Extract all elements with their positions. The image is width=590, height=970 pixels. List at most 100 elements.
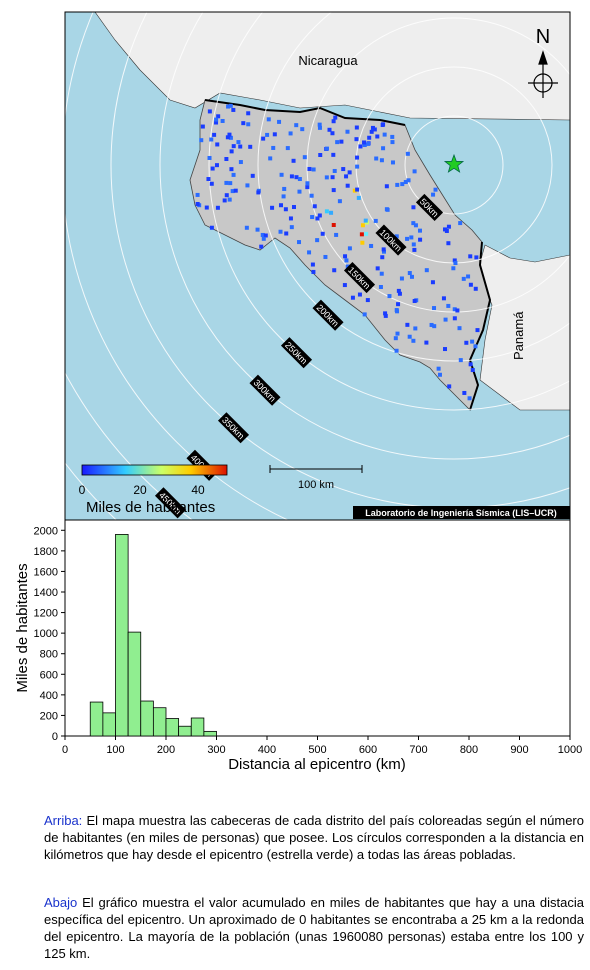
population-dot (359, 232, 364, 237)
population-dot (474, 255, 479, 260)
population-dot (362, 140, 367, 145)
population-dot (381, 249, 386, 254)
population-dot (260, 232, 265, 237)
histogram-bar (127, 631, 142, 737)
x-tick-label: 0 (62, 744, 68, 756)
population-dot (394, 348, 399, 353)
population-dot (309, 193, 314, 198)
population-dot (220, 118, 225, 123)
population-dot (263, 233, 268, 238)
population-dot (288, 131, 293, 136)
distance-ring (159, 12, 570, 460)
population-dot (238, 160, 243, 165)
population-dot (468, 362, 473, 367)
population-dot (464, 340, 469, 345)
population-dot (374, 156, 379, 161)
population-dot (411, 221, 416, 226)
population-dot (412, 169, 417, 174)
population-dot (320, 231, 325, 236)
population-dot (369, 129, 374, 134)
population-dot (411, 205, 416, 210)
population-dot (394, 234, 399, 239)
population-dot (470, 368, 475, 373)
population-dot (354, 125, 359, 130)
population-dot (400, 182, 405, 187)
y-tick-label: 1600 (34, 566, 58, 578)
population-dot (355, 164, 360, 169)
population-dot (285, 146, 290, 151)
population-dot (315, 238, 320, 243)
y-tick-label: 600 (40, 669, 58, 681)
population-dot (331, 152, 336, 157)
epicenter-map: 50km100km150km200km250km300km350km400km4… (64, 11, 571, 520)
population-dot (411, 338, 416, 343)
population-dot (214, 120, 219, 125)
population-dot (373, 218, 378, 223)
population-dot (204, 205, 209, 210)
population-dot (355, 187, 360, 192)
population-dot (331, 119, 336, 124)
population-dot (451, 266, 456, 271)
population-dot (345, 129, 350, 134)
population-dot (441, 296, 446, 301)
population-dot (457, 326, 462, 331)
population-dot (409, 274, 414, 279)
population-dot (446, 303, 451, 308)
population-dot (302, 155, 307, 160)
population-dot (265, 132, 270, 137)
population-dot (443, 347, 448, 352)
x-tick-label: 200 (157, 744, 175, 756)
x-tick-label: 1000 (558, 744, 582, 756)
population-dot (383, 313, 388, 318)
population-dot (209, 137, 214, 142)
x-tick-label: 400 (258, 744, 276, 756)
population-dot (418, 237, 423, 242)
histogram-bar (203, 730, 217, 737)
population-dot (230, 189, 235, 194)
population-dot (233, 188, 238, 193)
population-dot (294, 175, 299, 180)
population-dot (291, 158, 296, 163)
population-dot (271, 145, 276, 150)
population-dot (475, 328, 480, 333)
population-dot (437, 372, 442, 377)
population-dot (367, 135, 372, 140)
population-dot (453, 261, 458, 266)
population-dot (424, 340, 429, 345)
population-dot (317, 125, 322, 130)
population-dot (461, 276, 466, 281)
population-dot (283, 207, 288, 212)
panama-land (477, 244, 570, 411)
caption-top: Arriba: El mapa muestra las cabeceras de… (44, 812, 584, 863)
population-dot (380, 255, 385, 260)
population-dot (452, 258, 457, 263)
population-dot (294, 123, 299, 128)
population-dot (246, 111, 251, 116)
y-axis: 0 200 400 600 800 1000 1200 1400 1600 1800 2000 (34, 525, 65, 743)
population-dot (468, 282, 473, 287)
caption-top-lead: Arriba: (44, 813, 83, 828)
population-dot (362, 312, 367, 317)
caption-bottom-text: El gráfico muestra el valor acumulado en… (44, 895, 584, 961)
population-dot (227, 197, 232, 202)
population-dot (436, 366, 441, 371)
population-dot (452, 316, 457, 321)
caption-bottom: Abajo El gráfico muestra el valor acumul… (44, 894, 584, 962)
population-dot (467, 396, 472, 401)
population-dot (226, 104, 231, 109)
histogram-bar (178, 725, 192, 737)
population-dot (236, 140, 241, 145)
population-dot (238, 144, 243, 149)
population-dot (385, 207, 390, 212)
colorbar-label: Miles de habitantes (86, 499, 215, 516)
population-dot (407, 334, 412, 339)
population-dot (334, 232, 339, 237)
population-dot (417, 228, 422, 233)
population-dot (442, 227, 447, 232)
population-dot (199, 138, 204, 143)
histogram-bar (190, 717, 205, 737)
population-dot (372, 127, 377, 132)
population-dot (431, 192, 436, 197)
population-dot (446, 241, 451, 246)
colorbar (81, 464, 228, 476)
